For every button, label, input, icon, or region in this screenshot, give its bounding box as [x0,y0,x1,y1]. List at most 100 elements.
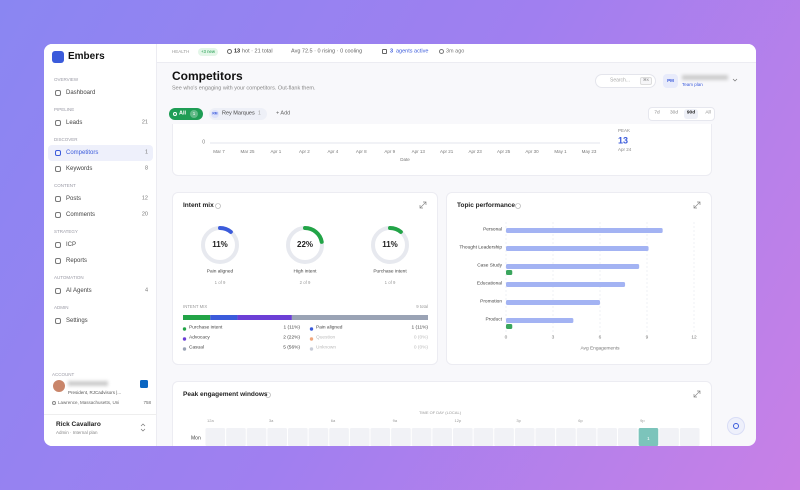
x-tick-label: Apr 30 [525,148,539,154]
tab-all-bg[interactable] [169,108,203,120]
x-tick-label: Apr 21 [440,148,454,154]
legend-value: 1 (11%) [411,325,428,331]
x-tick-label: Mar 25 [240,148,255,154]
range-active[interactable] [684,109,698,119]
nav-item[interactable]: Posts [66,196,82,202]
nav-section-title: PIPELINE [54,106,75,112]
x-tick-label: Apr 1 [270,148,282,154]
legend-value: 0 (0%) [413,335,428,341]
donut-detail: 1 of 9 [214,279,226,285]
linkedin-icon[interactable] [140,380,148,388]
logo-icon [52,51,64,63]
add-button[interactable]: + Add [276,110,291,117]
nav-icon [55,318,61,324]
top-bar [157,44,756,63]
new-badge: +3 new [201,48,215,54]
peak-date: Apr 24 [618,146,632,152]
hour-label: 3p [516,418,521,423]
y-tick-label: Case Study [477,263,502,269]
account-connections: 758 [143,399,151,405]
legend-label: Pain aligned [316,325,343,331]
search-placeholder[interactable]: Search... [610,77,631,84]
hour-label: 6a [330,418,336,423]
nav-item[interactable]: Competitors [66,150,99,156]
nav-item[interactable]: ICP [66,242,77,248]
x-tick-label: 12 [691,335,697,341]
brand: Embers [68,51,105,62]
nav-item[interactable]: Reports [66,258,88,264]
nav-icon [55,212,61,218]
agents-label: agents active [396,48,429,55]
nav-section-title: CONTENT [54,182,76,188]
nav-count: 20 [141,211,148,218]
nav-section-title: STRATEGY [54,228,78,234]
avatar: PM [667,77,674,83]
nav-section-title: ADMIN [54,304,69,310]
legend-label: Casual [189,345,204,351]
legend-label: Question [316,335,336,341]
help-icon [733,423,739,429]
card-title: Topic performance [457,201,516,209]
nav-item[interactable]: Comments [66,212,96,218]
nav-icon [55,90,61,96]
x-tick-label: 9 [645,335,649,341]
nav-item[interactable]: Keywords [66,166,93,172]
tab-label[interactable]: All [179,110,187,117]
people-icon [227,49,232,54]
bar-total: 9 total [416,303,428,309]
nav-icon [55,166,61,172]
legend-value: 1 (11%) [283,325,300,331]
topic-card [446,192,712,365]
nav-section-title: DISCOVER [54,136,78,142]
x-tick-label: Apr 2 [298,148,310,154]
y-tick-label: Personal [483,227,502,233]
pin-icon [52,401,56,405]
tab-bg[interactable] [209,108,267,120]
card-title: Peak engagement windows [183,390,268,398]
donut-value: 11% [382,240,398,249]
nav-count: 8 [144,165,148,172]
nav-item[interactable]: Dashboard [66,90,96,96]
nav-count: 4 [144,287,148,294]
hot-total: hot · 21 total [242,48,273,55]
peak-label: PEAK [618,127,631,133]
user-name[interactable]: Rick Cavallaro [56,420,101,428]
blurred-name [68,381,108,386]
x-tick-label: 3 [551,335,555,341]
new-badge-bg [198,48,218,56]
nav-active-bg[interactable] [48,145,153,161]
peak-value: 13 [618,135,629,146]
y-tick-label: Product [485,317,502,323]
x-axis-label: Avg Engagements [580,346,620,352]
tab-dot [173,112,177,116]
hour-label: 12p [454,418,462,423]
nav-item[interactable]: Leads [66,120,83,126]
tab-count: 1 [258,110,261,117]
nav-icon [55,150,61,156]
donut-label: High intent [293,269,317,275]
range-option[interactable]: 30d [669,110,679,116]
nav-item[interactable]: AI Agents [66,288,92,294]
tab-label[interactable]: Rey Marques [222,110,255,117]
hour-label: 6p [578,418,583,423]
nav-section-title: AUTOMATION [54,274,84,280]
nav-item[interactable]: Settings [66,318,88,324]
range-option[interactable]: 90d [686,110,696,116]
x-tick-label: Apr 4 [327,148,339,154]
avatar-bg[interactable] [663,74,678,88]
range-option[interactable]: 7d [654,110,660,116]
donut-detail: 2 of 9 [299,279,311,285]
x-tick-label: Apr 25 [496,148,511,154]
nav-count: 21 [141,119,148,126]
intent-card [172,192,438,365]
page-title: Competitors [172,69,243,83]
y-tick-label: Educational [476,281,502,287]
x-axis-label: Date [400,156,410,162]
blurred-name [682,75,728,80]
legend-label: Purchase intent [189,325,223,331]
tab-avatar-bg [211,110,219,118]
range-option[interactable]: All [705,110,711,116]
nav-icon [55,196,61,202]
clock-icon [439,49,444,54]
